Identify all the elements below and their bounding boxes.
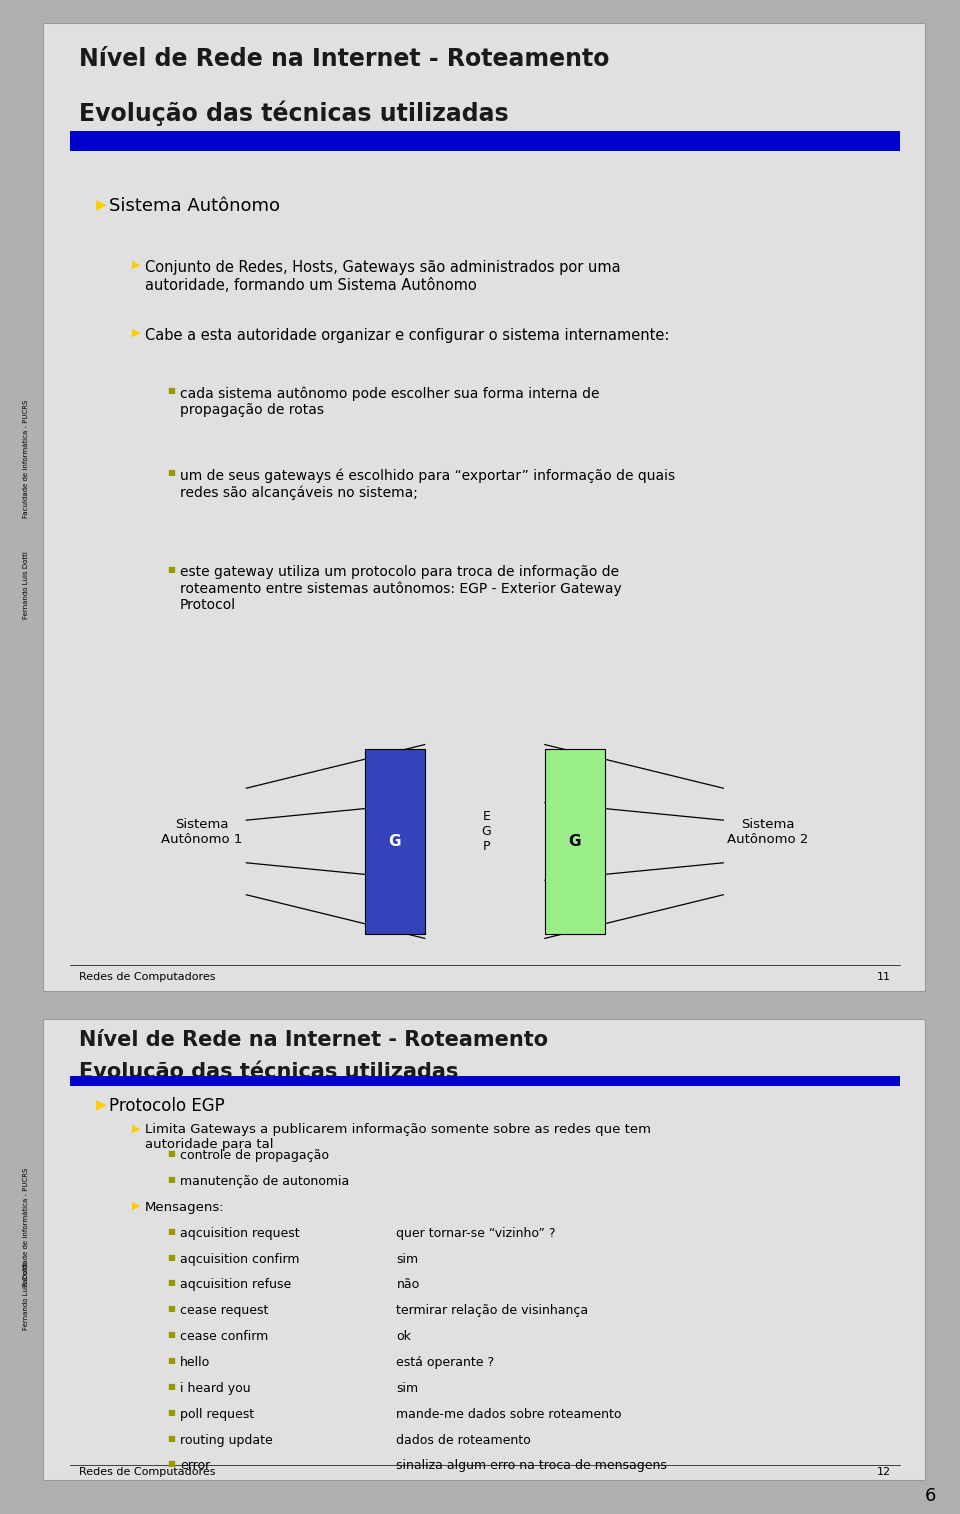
Text: Redes de Computadores: Redes de Computadores [79, 1467, 215, 1478]
Text: sim: sim [396, 1252, 419, 1266]
Text: Mensagens:: Mensagens: [145, 1201, 225, 1214]
Text: cease confirm: cease confirm [180, 1331, 269, 1343]
Bar [545, 749, 605, 934]
Text: 6: 6 [924, 1487, 936, 1505]
Text: mande-me dados sobre roteamento: mande-me dados sobre roteamento [396, 1408, 622, 1420]
Text: Conjunto de Redes, Hosts, Gateways são administrados por uma
autoridade, formand: Conjunto de Redes, Hosts, Gateways são a… [145, 260, 620, 292]
Text: ▶: ▶ [96, 197, 107, 210]
Text: poll request: poll request [180, 1408, 254, 1420]
Text: aqcuisition request: aqcuisition request [180, 1226, 300, 1240]
Text: ■: ■ [167, 1252, 175, 1261]
Text: G: G [389, 834, 401, 849]
Text: termirar relação de visinhança: termirar relação de visinhança [396, 1304, 588, 1317]
Text: Faculdade de Informática - PUCRS: Faculdade de Informática - PUCRS [23, 1167, 29, 1285]
Text: ■: ■ [167, 1278, 175, 1287]
Text: Protocolo EGP: Protocolo EGP [109, 1098, 226, 1116]
Text: ok: ok [396, 1331, 411, 1343]
Text: Redes de Computadores: Redes de Computadores [79, 972, 215, 983]
Text: Faculdade de Informática - PUCRS: Faculdade de Informática - PUCRS [23, 400, 29, 518]
Text: ■: ■ [167, 1434, 175, 1443]
Text: Evolução das técnicas utilizadas: Evolução das técnicas utilizadas [79, 1060, 458, 1083]
Text: error: error [180, 1459, 210, 1473]
Text: este gateway utiliza um protocolo para troca de informação de
roteamento entre s: este gateway utiliza um protocolo para t… [180, 565, 622, 612]
Text: Fernando Luis Dotti: Fernando Luis Dotti [23, 1263, 29, 1329]
Text: sinaliza algum erro na troca de mensagens: sinaliza algum erro na troca de mensagen… [396, 1459, 667, 1473]
Text: ■: ■ [167, 1408, 175, 1417]
Text: quer tornar-se “vizinho” ?: quer tornar-se “vizinho” ? [396, 1226, 556, 1240]
Text: não: não [396, 1278, 420, 1291]
Text: controle de propagação: controle de propagação [180, 1149, 329, 1163]
Text: 11: 11 [877, 972, 891, 983]
Text: ■: ■ [167, 1357, 175, 1366]
Text: sim: sim [396, 1382, 419, 1394]
Text: 12: 12 [876, 1467, 891, 1478]
Bar [70, 132, 900, 150]
Text: cada sistema autônomo pode escolher sua forma interna de
propagação de rotas: cada sistema autônomo pode escolher sua … [180, 386, 600, 416]
Text: Fernando Luis Dotti: Fernando Luis Dotti [23, 551, 29, 619]
Text: ▶: ▶ [96, 1098, 107, 1111]
Text: ■: ■ [167, 1331, 175, 1340]
Text: ▶: ▶ [132, 1123, 140, 1134]
Text: aqcuisition refuse: aqcuisition refuse [180, 1278, 291, 1291]
Text: routing update: routing update [180, 1434, 273, 1446]
Text: Limita Gateways a publicarem informação somente sobre as redes que tem
autoridad: Limita Gateways a publicarem informação … [145, 1123, 651, 1151]
Text: ■: ■ [167, 565, 175, 574]
Text: está operante ?: está operante ? [396, 1357, 494, 1369]
Text: Sistema
Autônomo 2: Sistema Autônomo 2 [727, 818, 808, 846]
Text: aqcuisition confirm: aqcuisition confirm [180, 1252, 300, 1266]
Text: ■: ■ [167, 468, 175, 477]
Text: Cabe a esta autoridade organizar e configurar o sistema internamente:: Cabe a esta autoridade organizar e confi… [145, 329, 669, 344]
Text: ■: ■ [167, 1149, 175, 1158]
Text: E
G
P: E G P [482, 810, 492, 854]
Text: cease request: cease request [180, 1304, 269, 1317]
Text: ■: ■ [167, 1382, 175, 1391]
Text: ▶: ▶ [132, 260, 140, 269]
Text: ■: ■ [167, 1304, 175, 1313]
Text: ■: ■ [167, 1226, 175, 1235]
Text: G: G [568, 834, 581, 849]
Text: ■: ■ [167, 386, 175, 395]
Text: manutenção de autonomia: manutenção de autonomia [180, 1175, 349, 1188]
Text: Nível de Rede na Internet - Roteamento: Nível de Rede na Internet - Roteamento [79, 47, 609, 71]
Text: ■: ■ [167, 1459, 175, 1469]
Text: Nível de Rede na Internet - Roteamento: Nível de Rede na Internet - Roteamento [79, 1031, 547, 1051]
Bar [365, 749, 424, 934]
Text: Evolução das técnicas utilizadas: Evolução das técnicas utilizadas [79, 100, 508, 126]
Text: hello: hello [180, 1357, 210, 1369]
Text: Sistema
Autônomo 1: Sistema Autônomo 1 [161, 818, 243, 846]
Text: ▶: ▶ [132, 1201, 140, 1211]
Text: um de seus gateways é escolhido para “exportar” informação de quais
redes são al: um de seus gateways é escolhido para “ex… [180, 468, 675, 500]
Text: dados de roteamento: dados de roteamento [396, 1434, 531, 1446]
Bar [70, 1076, 900, 1086]
Text: Sistema Autônomo: Sistema Autônomo [109, 197, 280, 215]
Text: ■: ■ [167, 1175, 175, 1184]
Text: i heard you: i heard you [180, 1382, 251, 1394]
Text: ▶: ▶ [132, 329, 140, 338]
